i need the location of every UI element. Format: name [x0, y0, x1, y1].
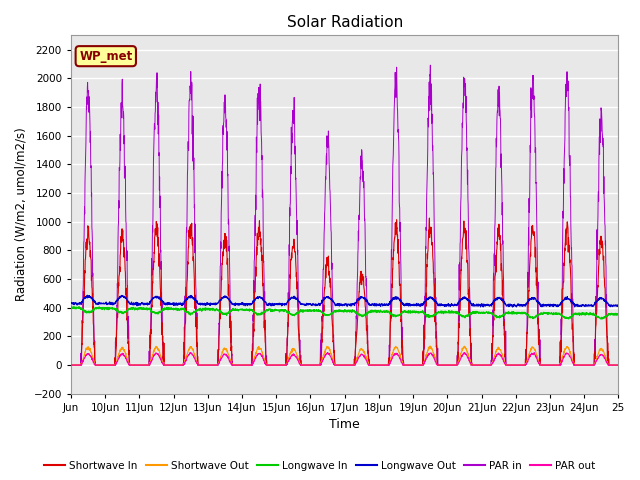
- Title: Solar Radiation: Solar Radiation: [287, 15, 403, 30]
- Text: WP_met: WP_met: [79, 49, 132, 63]
- Legend: Shortwave In, Shortwave Out, Longwave In, Longwave Out, PAR in, PAR out: Shortwave In, Shortwave Out, Longwave In…: [40, 456, 600, 475]
- Y-axis label: Radiation (W/m2, umol/m2/s): Radiation (W/m2, umol/m2/s): [15, 128, 28, 301]
- X-axis label: Time: Time: [330, 419, 360, 432]
